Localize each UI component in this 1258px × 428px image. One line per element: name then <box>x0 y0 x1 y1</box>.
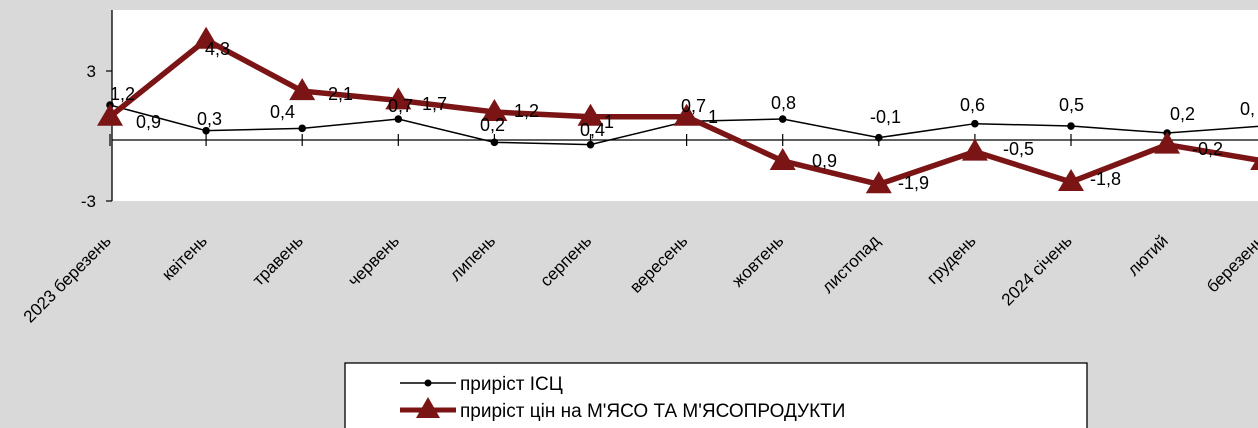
series-icsc-data-label: 0,4 <box>270 102 295 122</box>
series-icsc-data-label: 0,5 <box>1059 95 1084 115</box>
series-meat-data-label: -0,5 <box>1003 139 1034 159</box>
x-category-label: червень <box>344 231 403 290</box>
series-meat-data-label: 1 <box>604 112 614 132</box>
x-category-label: жовтень <box>728 231 787 290</box>
x-category-label: квітень <box>158 231 211 284</box>
series-meat-data-label: 1 <box>708 107 718 127</box>
plot-area <box>112 10 1258 201</box>
y-tick-label: 3 <box>87 62 96 81</box>
series-icsc-data-label: 0,4 <box>580 120 605 140</box>
series-icsc-data-label: 1,2 <box>110 84 135 104</box>
series-icsc-data-label: 0, <box>1240 99 1255 119</box>
series-icsc-point <box>202 126 210 135</box>
series-icsc-data-label: 0,7 <box>681 96 706 116</box>
series-meat-data-label: 2,1 <box>328 84 353 104</box>
series-meat-point <box>673 103 700 126</box>
x-category-label: грудень <box>923 231 980 288</box>
series-meat-data-label: 4,3 <box>205 39 230 59</box>
series-meat-point <box>961 138 988 161</box>
series-meat-point <box>865 171 892 194</box>
x-category-label: 2024 січень <box>998 231 1076 309</box>
series-icsc-data-label: 0,3 <box>197 109 222 129</box>
x-category-label: травень <box>249 231 307 289</box>
series-meat-point <box>1250 156 1258 170</box>
legend-label-meat: приріст цін на М'ЯСО ТА М'ЯСОПРОДУКТИ <box>460 401 845 422</box>
series-icsc-data-label: 0,6 <box>960 95 985 115</box>
series-meat-point <box>1058 168 1084 191</box>
series-meat-data-label: -0,2 <box>1192 139 1223 159</box>
legend-box <box>344 362 1088 428</box>
legend-label-icsc: приріст ІСЦ <box>460 374 563 395</box>
series-icsc-point <box>778 115 787 123</box>
series-meat-point <box>289 78 316 101</box>
legend-marker-meat <box>416 397 440 418</box>
series-meat-data-label: -1,8 <box>1090 169 1121 189</box>
series-icsc-data-label: 0,8 <box>771 93 796 113</box>
x-category-label: 2023 березень <box>20 231 115 326</box>
series-icsc-point <box>875 133 883 142</box>
series-meat-point <box>97 103 123 126</box>
series-icsc-data-label: 0,7 <box>388 96 413 116</box>
series-icsc-point <box>586 140 595 149</box>
legend: приріст ІСЦ приріст цін на М'ЯСО ТА М'ЯС… <box>344 362 1088 428</box>
series-meat-point <box>1154 131 1181 154</box>
series-meat-data-label: -1,9 <box>898 173 929 193</box>
series-icsc-data-label: -0,1 <box>870 107 901 127</box>
x-category-label: лютий <box>1124 231 1172 279</box>
series-icsc-data-label: 0,9 <box>136 112 161 132</box>
series-meat-point <box>481 99 508 122</box>
x-category-label: листопад <box>818 231 883 296</box>
x-category-label: березень <box>1203 231 1258 296</box>
series-meat-point <box>577 103 604 126</box>
series-icsc-point <box>298 124 307 133</box>
series-meat-data-label: 1,7 <box>422 94 447 114</box>
series-icsc-point <box>394 115 403 123</box>
legend-marker-icsc <box>424 379 432 387</box>
series-meat-point <box>385 87 412 110</box>
x-category-label: липень <box>446 231 499 284</box>
x-category-label: вересень <box>626 231 691 296</box>
series-meat-data-label: 0,9 <box>812 151 837 171</box>
series-icsc-data-label: 0,2 <box>480 115 505 135</box>
series-meat-point <box>193 26 220 49</box>
y-tick-label: -3 <box>81 192 96 211</box>
series-meat-data-label: 1,2 <box>514 101 539 121</box>
series-icsc-point <box>490 138 499 147</box>
series-meat-point <box>769 147 796 170</box>
x-category-label: серпень <box>536 231 595 290</box>
series-icsc-point <box>1067 122 1075 130</box>
series-icsc-point <box>971 119 979 128</box>
series-icsc-data-label: 0,2 <box>1170 104 1195 124</box>
